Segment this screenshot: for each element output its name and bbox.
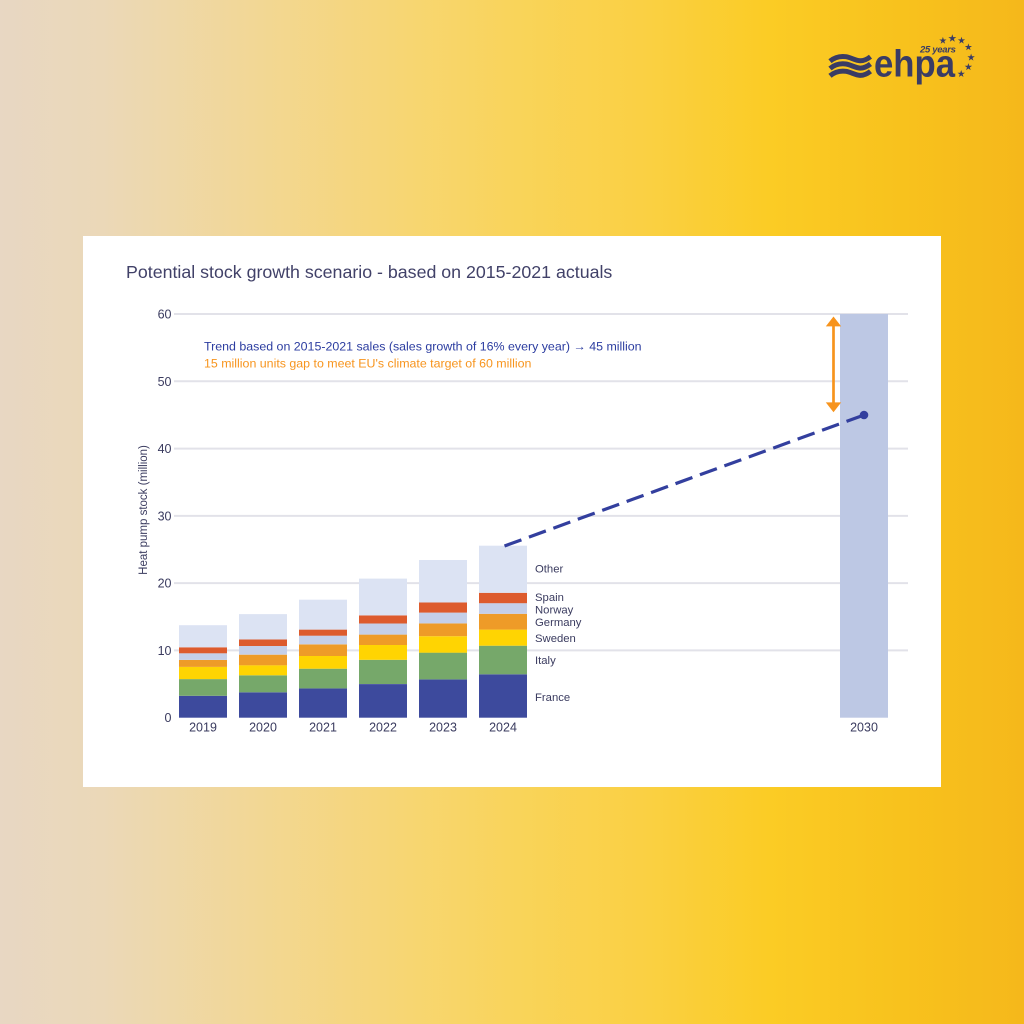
svg-text:2024: 2024 bbox=[489, 721, 517, 735]
svg-text:Trend based on 2015-2021 sales: Trend based on 2015-2021 sales (sales gr… bbox=[204, 340, 642, 354]
svg-text:Norway: Norway bbox=[535, 605, 574, 617]
svg-text:15 million units gap to meet E: 15 million units gap to meet EU's climat… bbox=[204, 356, 532, 370]
svg-text:France: France bbox=[535, 692, 570, 704]
svg-text:10: 10 bbox=[158, 644, 172, 658]
svg-text:2020: 2020 bbox=[249, 721, 277, 735]
svg-text:20: 20 bbox=[158, 577, 172, 591]
svg-text:ehpa: ehpa bbox=[874, 44, 956, 86]
svg-text:2023: 2023 bbox=[429, 721, 457, 735]
svg-text:30: 30 bbox=[158, 509, 172, 523]
svg-text:Potential stock growth scenari: Potential stock growth scenario - based … bbox=[126, 262, 612, 282]
svg-text:2021: 2021 bbox=[309, 721, 337, 735]
svg-text:60: 60 bbox=[158, 308, 172, 322]
svg-text:2022: 2022 bbox=[369, 721, 397, 735]
svg-text:Germany: Germany bbox=[535, 617, 582, 629]
svg-text:50: 50 bbox=[158, 375, 172, 389]
svg-text:2030: 2030 bbox=[850, 721, 878, 735]
svg-text:0: 0 bbox=[165, 711, 172, 725]
svg-text:2019: 2019 bbox=[189, 721, 217, 735]
svg-text:Spain: Spain bbox=[535, 592, 564, 604]
svg-text:25 years: 25 years bbox=[919, 45, 956, 56]
svg-text:40: 40 bbox=[158, 442, 172, 456]
svg-text:Other: Other bbox=[535, 564, 563, 576]
svg-text:Sweden: Sweden bbox=[535, 633, 576, 645]
svg-text:Italy: Italy bbox=[535, 655, 556, 667]
svg-text:Heat pump stock (million): Heat pump stock (million) bbox=[138, 445, 150, 575]
